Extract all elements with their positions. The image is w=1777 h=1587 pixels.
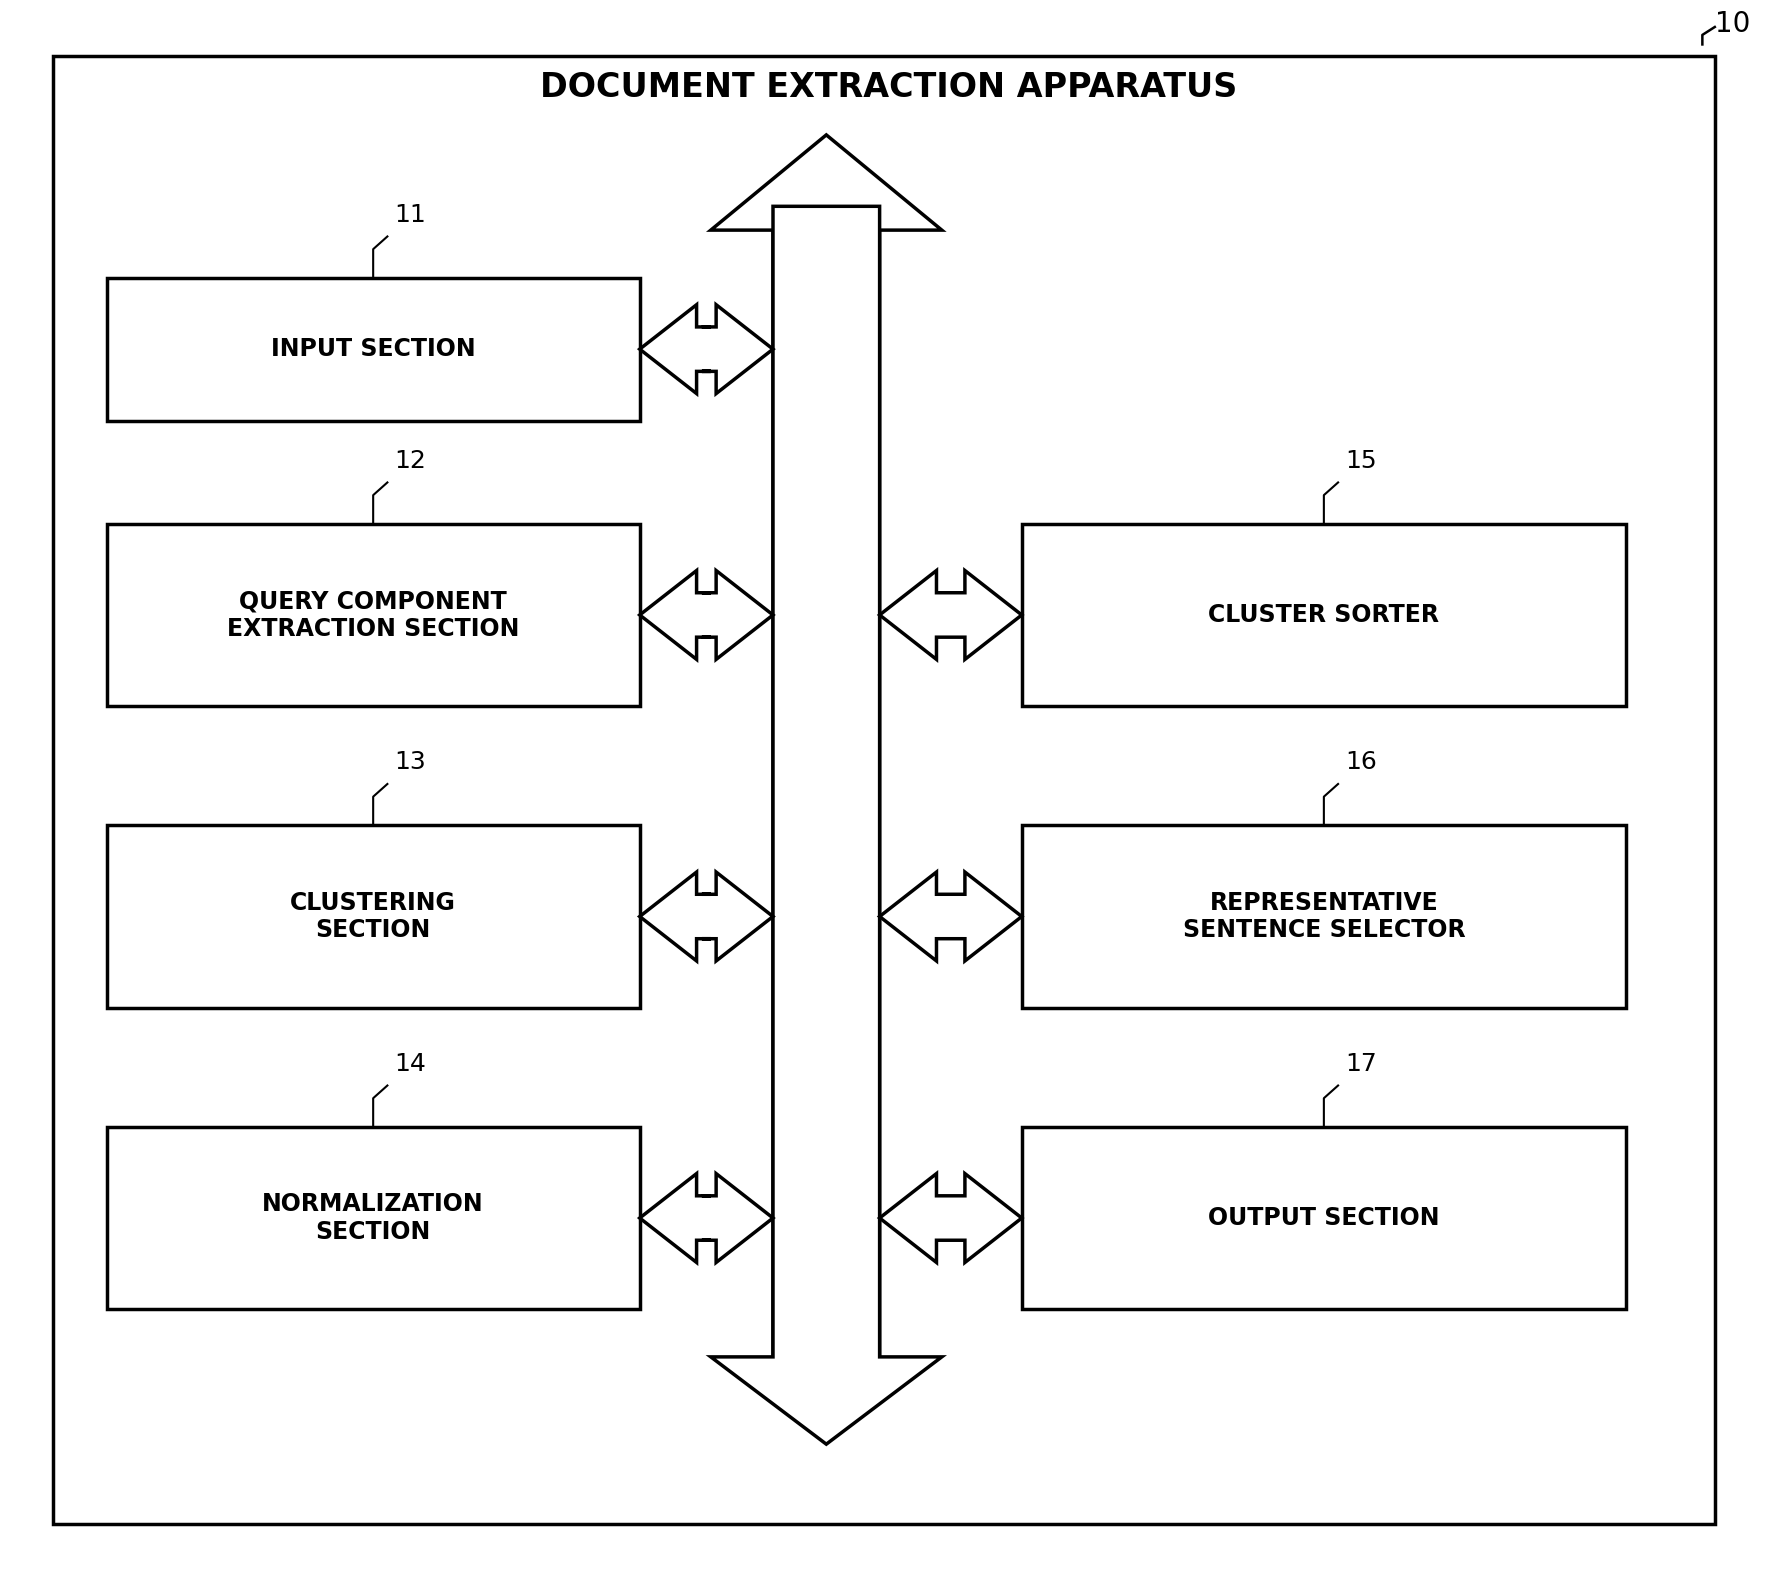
Text: DOCUMENT EXTRACTION APPARATUS: DOCUMENT EXTRACTION APPARATUS bbox=[540, 71, 1237, 103]
Text: REPRESENTATIVE
SENTENCE SELECTOR: REPRESENTATIVE SENTENCE SELECTOR bbox=[1182, 890, 1466, 943]
Text: 14: 14 bbox=[394, 1052, 426, 1076]
Bar bbox=[1022, 524, 1626, 706]
Polygon shape bbox=[640, 305, 773, 394]
Polygon shape bbox=[711, 135, 942, 1357]
Polygon shape bbox=[711, 206, 942, 1444]
Text: NORMALIZATION
SECTION: NORMALIZATION SECTION bbox=[263, 1192, 483, 1244]
Polygon shape bbox=[640, 570, 773, 660]
Polygon shape bbox=[640, 873, 773, 962]
Bar bbox=[107, 278, 640, 421]
Text: CLUSTERING
SECTION: CLUSTERING SECTION bbox=[290, 890, 457, 943]
Text: 17: 17 bbox=[1345, 1052, 1377, 1076]
Text: 12: 12 bbox=[394, 449, 426, 473]
Bar bbox=[107, 1127, 640, 1309]
Polygon shape bbox=[880, 873, 1022, 962]
Polygon shape bbox=[880, 1174, 1022, 1263]
Text: 15: 15 bbox=[1345, 449, 1377, 473]
Text: INPUT SECTION: INPUT SECTION bbox=[270, 336, 476, 362]
Text: 11: 11 bbox=[394, 203, 426, 227]
Polygon shape bbox=[880, 570, 1022, 660]
Text: 10: 10 bbox=[1715, 10, 1750, 38]
Bar bbox=[1022, 1127, 1626, 1309]
Polygon shape bbox=[640, 1174, 773, 1263]
Text: QUERY COMPONENT
EXTRACTION SECTION: QUERY COMPONENT EXTRACTION SECTION bbox=[227, 589, 519, 641]
Text: CLUSTER SORTER: CLUSTER SORTER bbox=[1208, 603, 1439, 627]
Text: 16: 16 bbox=[1345, 751, 1377, 774]
Bar bbox=[107, 825, 640, 1008]
Bar bbox=[1022, 825, 1626, 1008]
Bar bbox=[107, 524, 640, 706]
Text: OUTPUT SECTION: OUTPUT SECTION bbox=[1208, 1206, 1439, 1230]
Text: 13: 13 bbox=[394, 751, 426, 774]
